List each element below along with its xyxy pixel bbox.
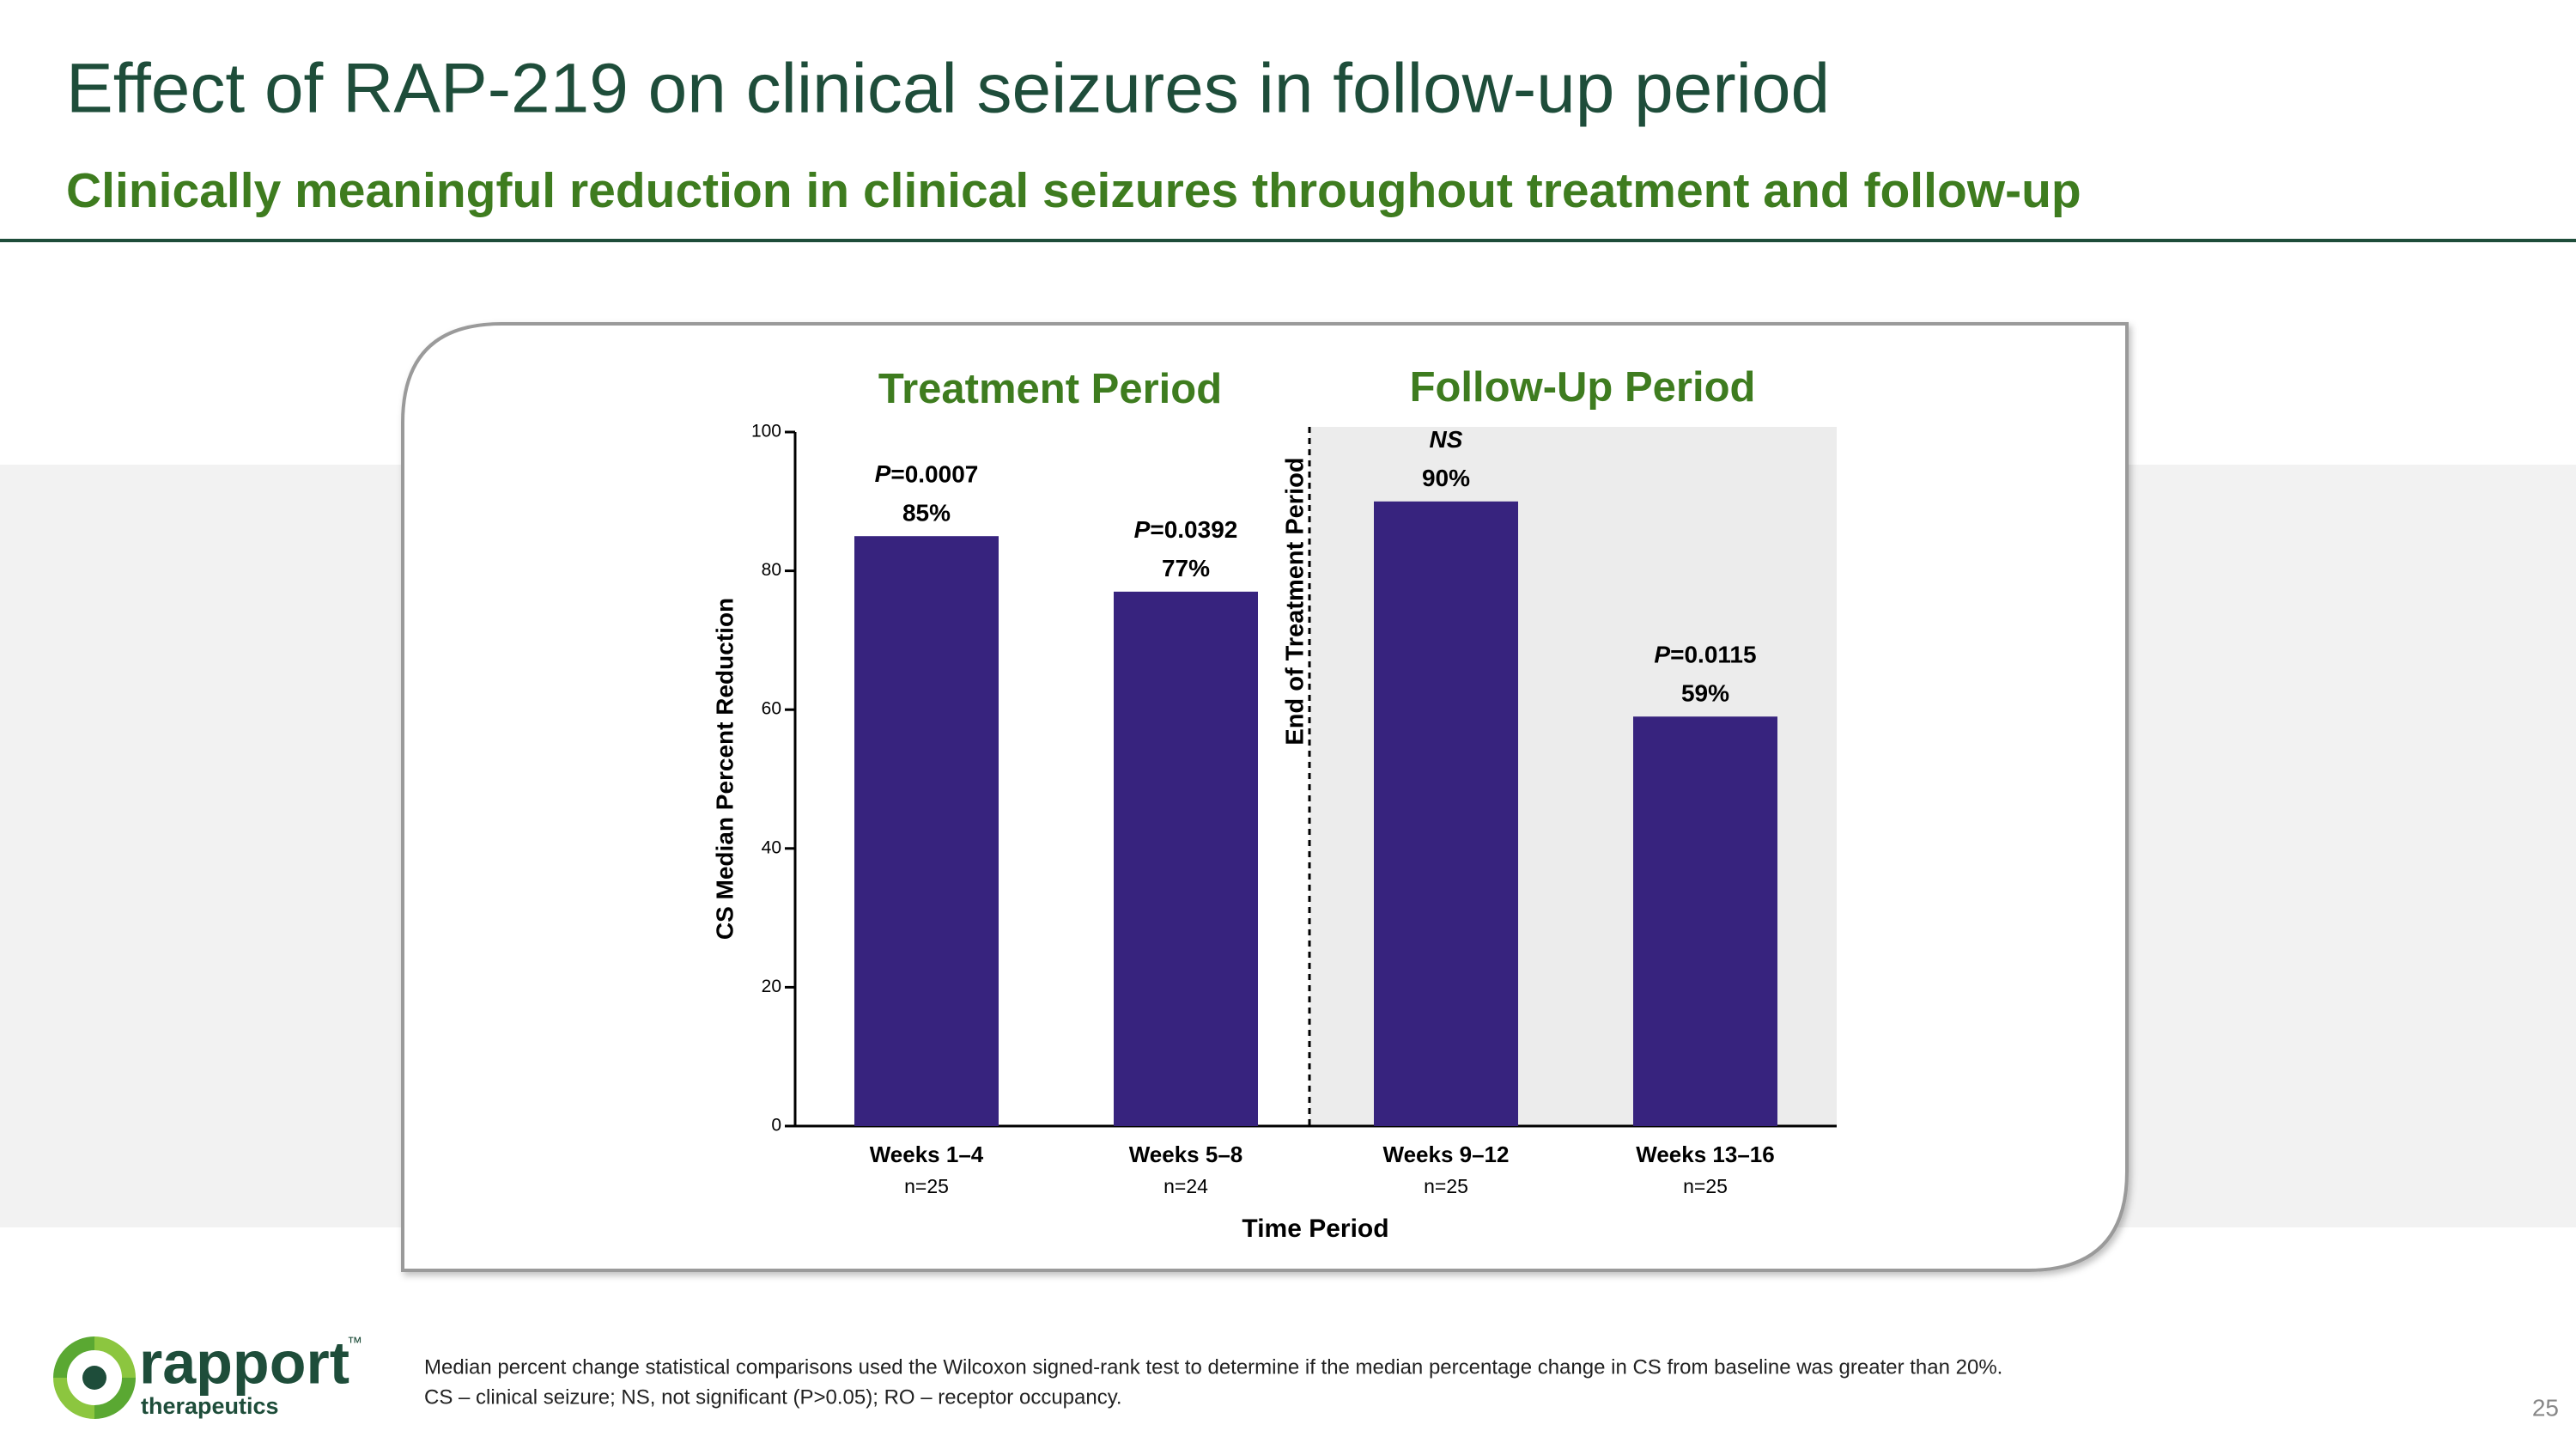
value-label: 90% <box>1422 465 1470 491</box>
logo: rapport ™ therapeutics <box>53 1329 362 1419</box>
footnote: Median percent change statistical compar… <box>424 1355 2002 1379</box>
x-axis-label: Time Period <box>1242 1215 1388 1243</box>
subtitle: Clinically meaningful reduction in clini… <box>66 163 2081 218</box>
y-tick-label: 20 <box>762 977 781 996</box>
x-tick-label: Weeks 13–16 <box>1636 1142 1774 1167</box>
p-value-label: P=0.0007 <box>875 461 979 488</box>
value-label: 85% <box>902 500 951 527</box>
logo-arc <box>53 1336 95 1379</box>
y-tick-label: 100 <box>751 422 781 441</box>
period-label: Treatment Period <box>878 366 1222 412</box>
n-label: n=25 <box>1683 1175 1728 1197</box>
logo-arc <box>94 1336 136 1379</box>
bar <box>1374 501 1518 1126</box>
title: Effect of RAP-219 on clinical seizures i… <box>66 50 1830 128</box>
p-value-label: P=0.0115 <box>1654 642 1756 668</box>
n-label: n=25 <box>904 1175 949 1197</box>
logo-name: rapport <box>139 1329 349 1396</box>
n-label: n=24 <box>1163 1175 1208 1197</box>
logo-arc <box>94 1377 136 1419</box>
period-label: Follow-Up Period <box>1410 364 1756 411</box>
logo-tagline: therapeutics <box>141 1393 279 1419</box>
bar <box>1633 716 1777 1126</box>
y-tick-label: 0 <box>771 1116 781 1135</box>
bar <box>854 536 999 1126</box>
value-label: 77% <box>1162 555 1210 581</box>
divider-label: End of Treatment Period <box>1282 457 1309 745</box>
x-tick-label: Weeks 9–12 <box>1383 1142 1510 1167</box>
footnote: CS – clinical seizure; NS, not significa… <box>424 1385 1122 1409</box>
page-number: 25 <box>2532 1394 2559 1421</box>
y-tick-label: 40 <box>762 837 781 857</box>
p-value-label: NS <box>1430 426 1463 453</box>
logo-dot <box>82 1366 106 1390</box>
y-tick-label: 80 <box>762 560 781 580</box>
n-label: n=25 <box>1424 1175 1468 1197</box>
x-tick-label: Weeks 5–8 <box>1129 1142 1243 1167</box>
bar <box>1114 591 1258 1126</box>
y-axis-label: CS Median Percent Reduction <box>711 598 738 940</box>
logo-arc <box>53 1377 95 1419</box>
value-label: 59% <box>1681 680 1729 707</box>
y-tick-label: 60 <box>762 699 781 719</box>
p-value-label: P=0.0392 <box>1134 516 1238 543</box>
card <box>401 322 2129 1272</box>
logo-mark: ™ <box>347 1334 362 1351</box>
x-tick-label: Weeks 1–4 <box>870 1142 984 1167</box>
